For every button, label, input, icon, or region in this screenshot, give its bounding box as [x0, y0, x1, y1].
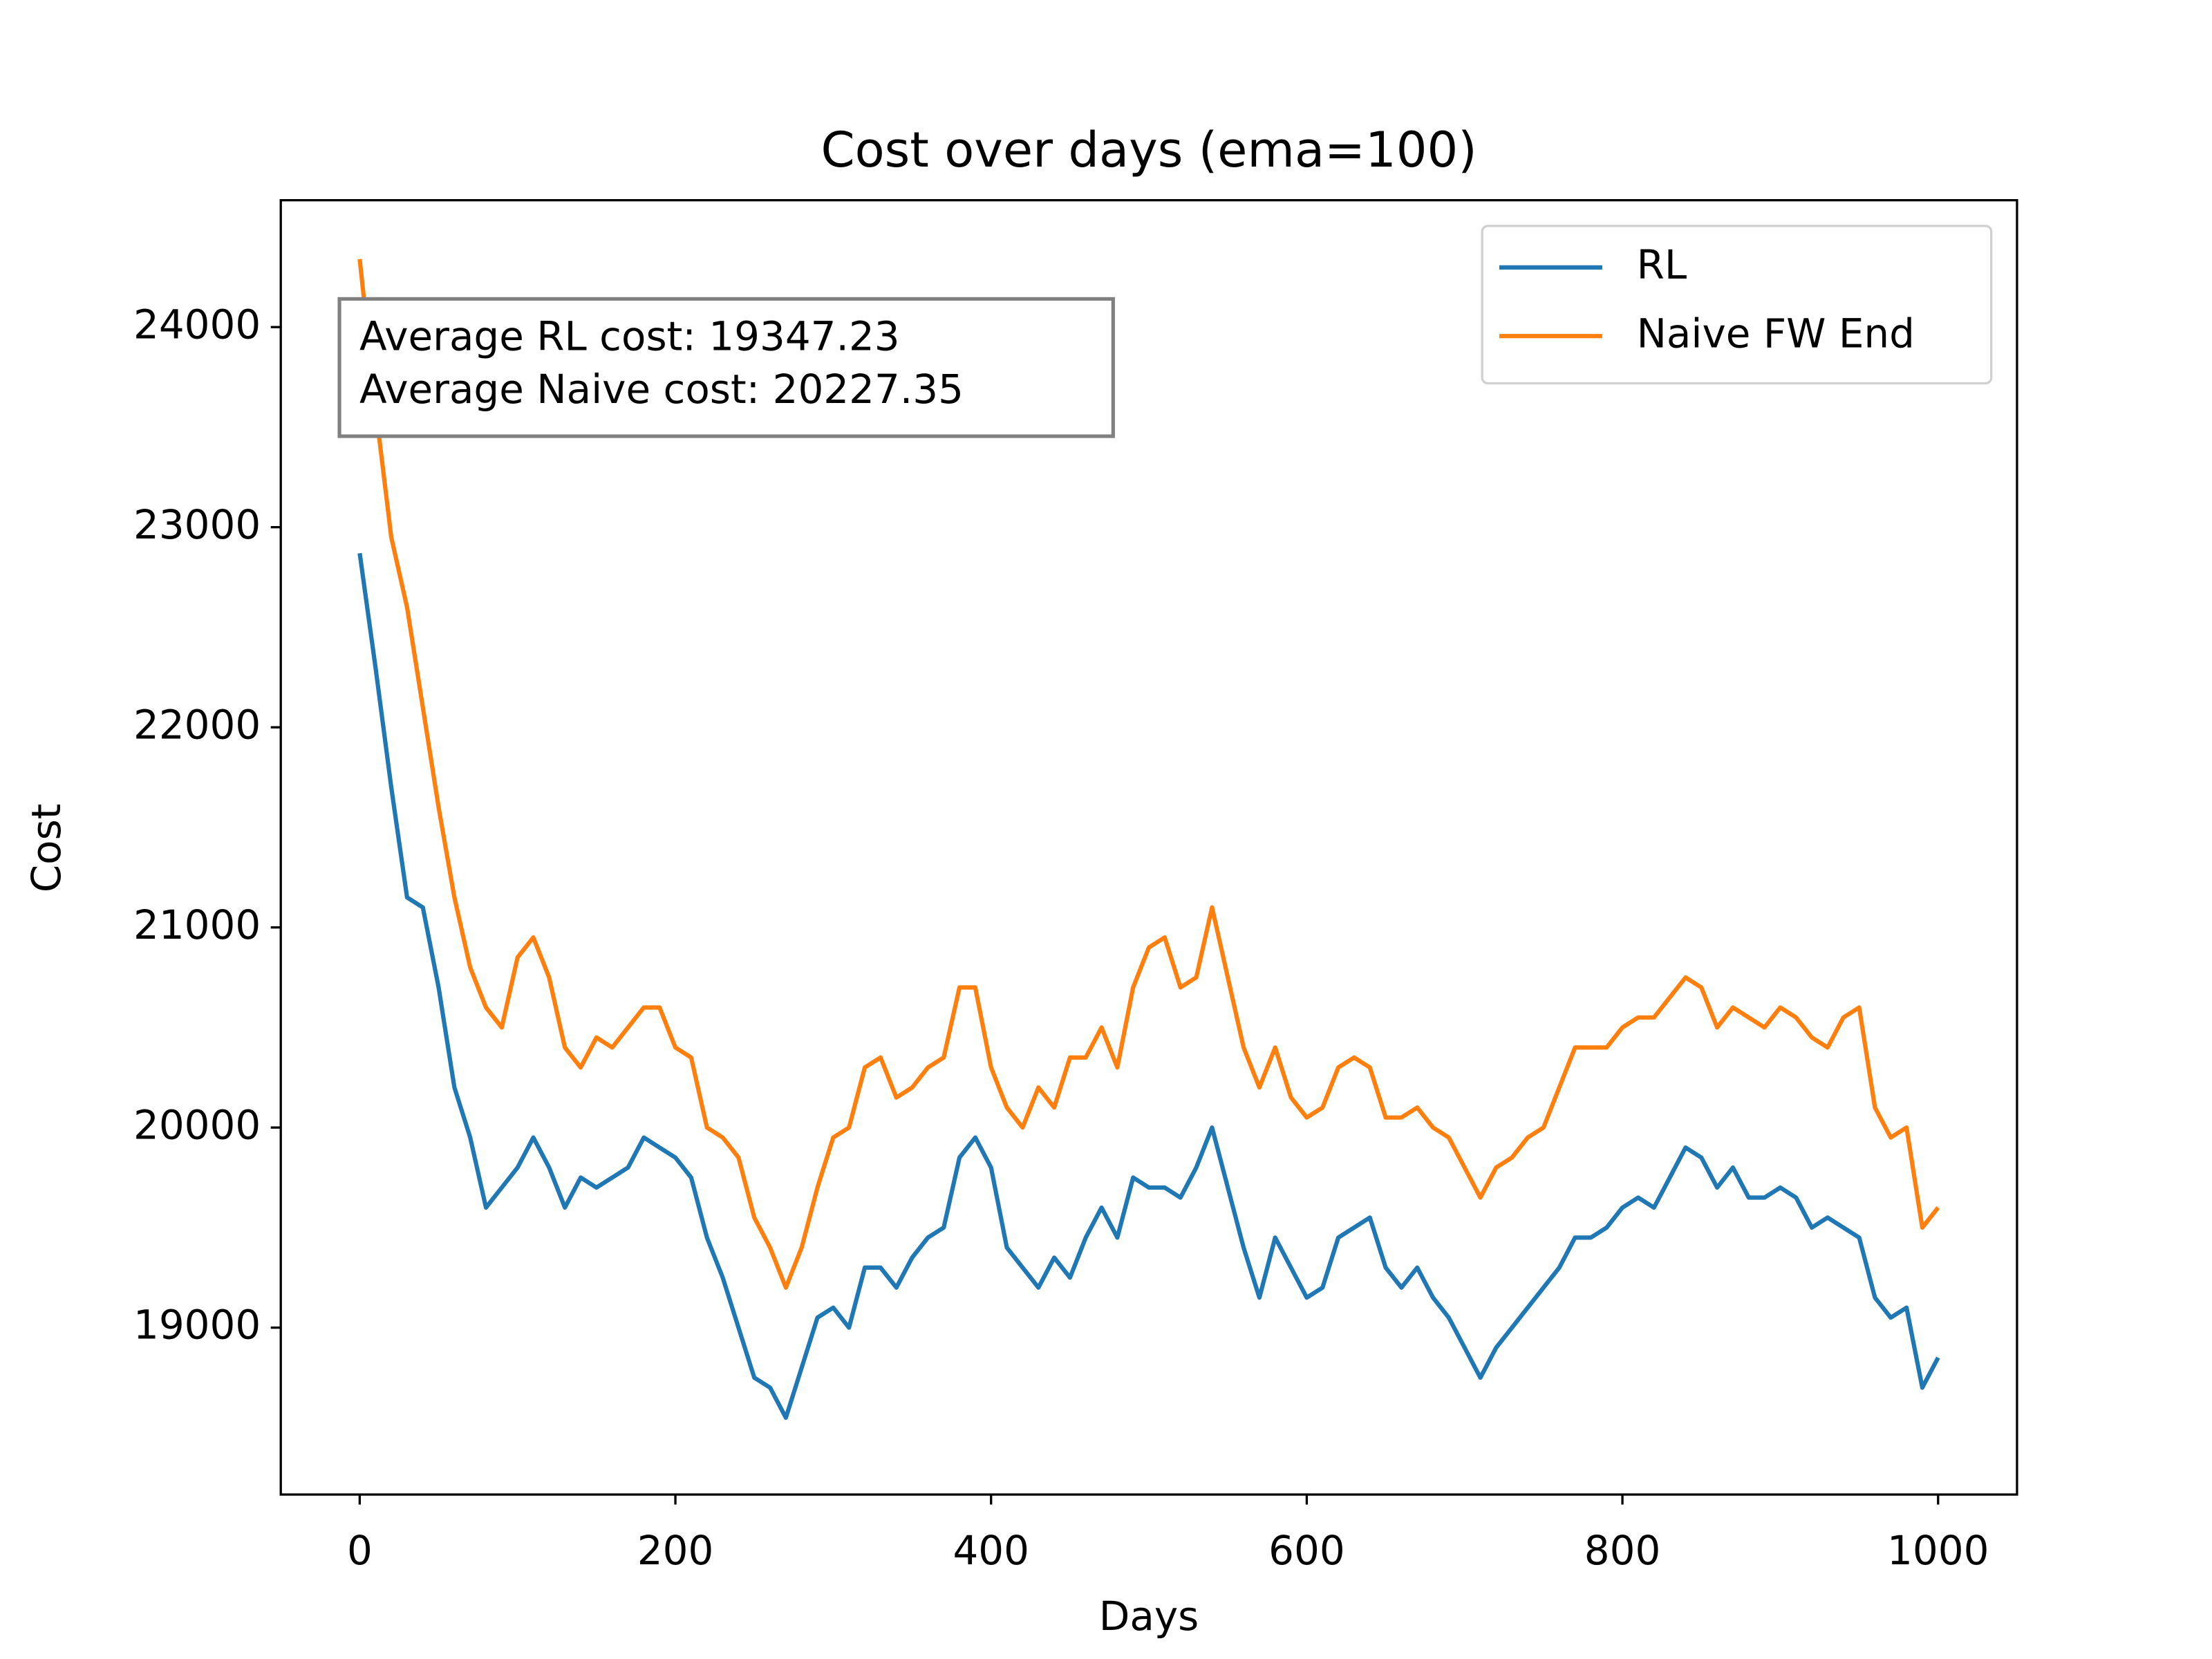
y-axis-label: Cost — [23, 804, 70, 893]
x-axis-label: Days — [1099, 1593, 1199, 1640]
chart-title: Cost over days (ema=100) — [821, 122, 1477, 178]
x-tick-label: 400 — [953, 1527, 1029, 1574]
y-tick-label: 22000 — [133, 701, 261, 748]
annotation-box — [337, 297, 1115, 438]
legend-box — [1481, 225, 1993, 385]
legend-label: Naive FW End — [1637, 310, 1915, 357]
annotation-text: Average Naive cost: 20227.35 — [359, 366, 964, 413]
x-tick-label: 1000 — [1887, 1527, 1989, 1574]
x-tick-label: 600 — [1268, 1527, 1345, 1574]
line-series — [357, 259, 1940, 1290]
x-tick-label: 200 — [637, 1527, 714, 1574]
x-tick-label: 0 — [347, 1527, 373, 1574]
y-tick-label: 19000 — [133, 1302, 261, 1349]
plot-frame — [279, 198, 2018, 1496]
x-tick-label: 800 — [1584, 1527, 1661, 1574]
legend-label: RL — [1637, 241, 1687, 288]
y-tick-label: 24000 — [133, 301, 261, 348]
annotation-text: Average RL cost: 19347.23 — [359, 312, 900, 359]
y-tick-label: 23000 — [133, 501, 261, 548]
y-tick-label: 20000 — [133, 1101, 261, 1148]
line-series — [357, 552, 1940, 1421]
y-tick-label: 21000 — [133, 901, 261, 948]
